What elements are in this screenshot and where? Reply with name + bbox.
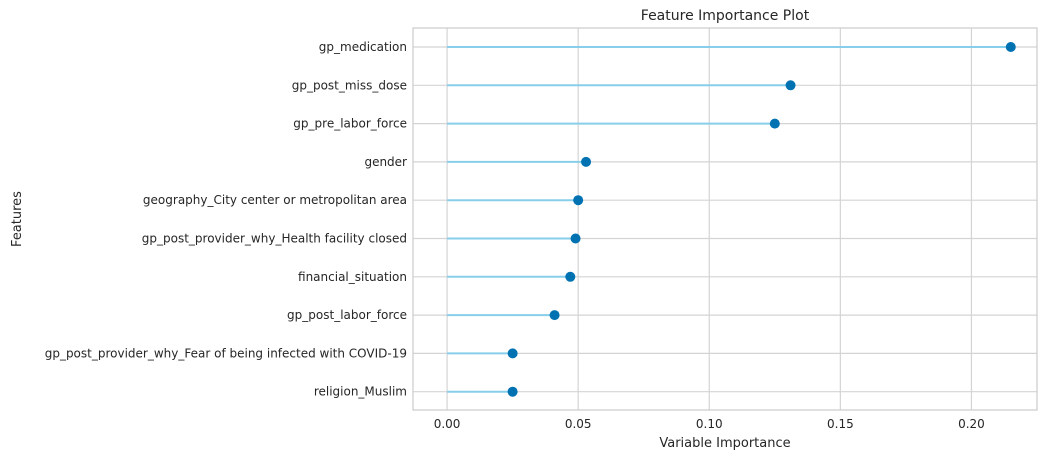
markers	[507, 42, 1016, 397]
y-category-label: gp_pre_labor_force	[293, 117, 407, 131]
marker-9	[507, 386, 518, 397]
marker-0	[1005, 42, 1016, 52]
x-tick-label: 0.05	[565, 417, 592, 431]
y-category-label: gender	[364, 155, 407, 169]
plot-frame	[412, 27, 1038, 411]
marker-8	[507, 348, 518, 359]
chart-title: Feature Importance Plot	[641, 8, 810, 24]
x-tick-label: 0.00	[434, 417, 461, 431]
marker-5	[570, 233, 581, 244]
y-category-label: religion_Muslim	[314, 385, 407, 399]
x-tick-label: 0.15	[827, 417, 854, 431]
y-category-label: financial_situation	[298, 270, 407, 284]
stems	[447, 46, 1011, 393]
marker-7	[549, 310, 560, 321]
y-category-label: geography_City center or metropolitan ar…	[143, 193, 407, 207]
x-tick-label: 0.10	[696, 417, 723, 431]
marker-6	[565, 271, 576, 282]
y-category-label: gp_post_miss_dose	[292, 78, 407, 92]
y-category-label: gp_post_provider_why_Health facility clo…	[142, 232, 407, 246]
x-tick-labels: 0.00 0.05 0.10 0.15 0.20	[434, 417, 985, 431]
y-category-label: gp_post_labor_force	[287, 308, 407, 322]
marker-3	[581, 156, 592, 167]
marker-1	[785, 80, 796, 91]
y-category-labels: gp_medication gp_post_miss_dose gp_pre_lab…	[45, 40, 407, 399]
marker-4	[573, 195, 584, 206]
y-category-label: gp_medication	[319, 40, 407, 54]
marker-2	[769, 118, 780, 129]
y-axis-label: Features	[10, 191, 25, 247]
x-tick-label: 0.20	[958, 417, 985, 431]
x-axis-label: Variable Importance	[659, 436, 790, 451]
y-category-label: gp_post_provider_why_Fear of being infec…	[45, 346, 407, 360]
